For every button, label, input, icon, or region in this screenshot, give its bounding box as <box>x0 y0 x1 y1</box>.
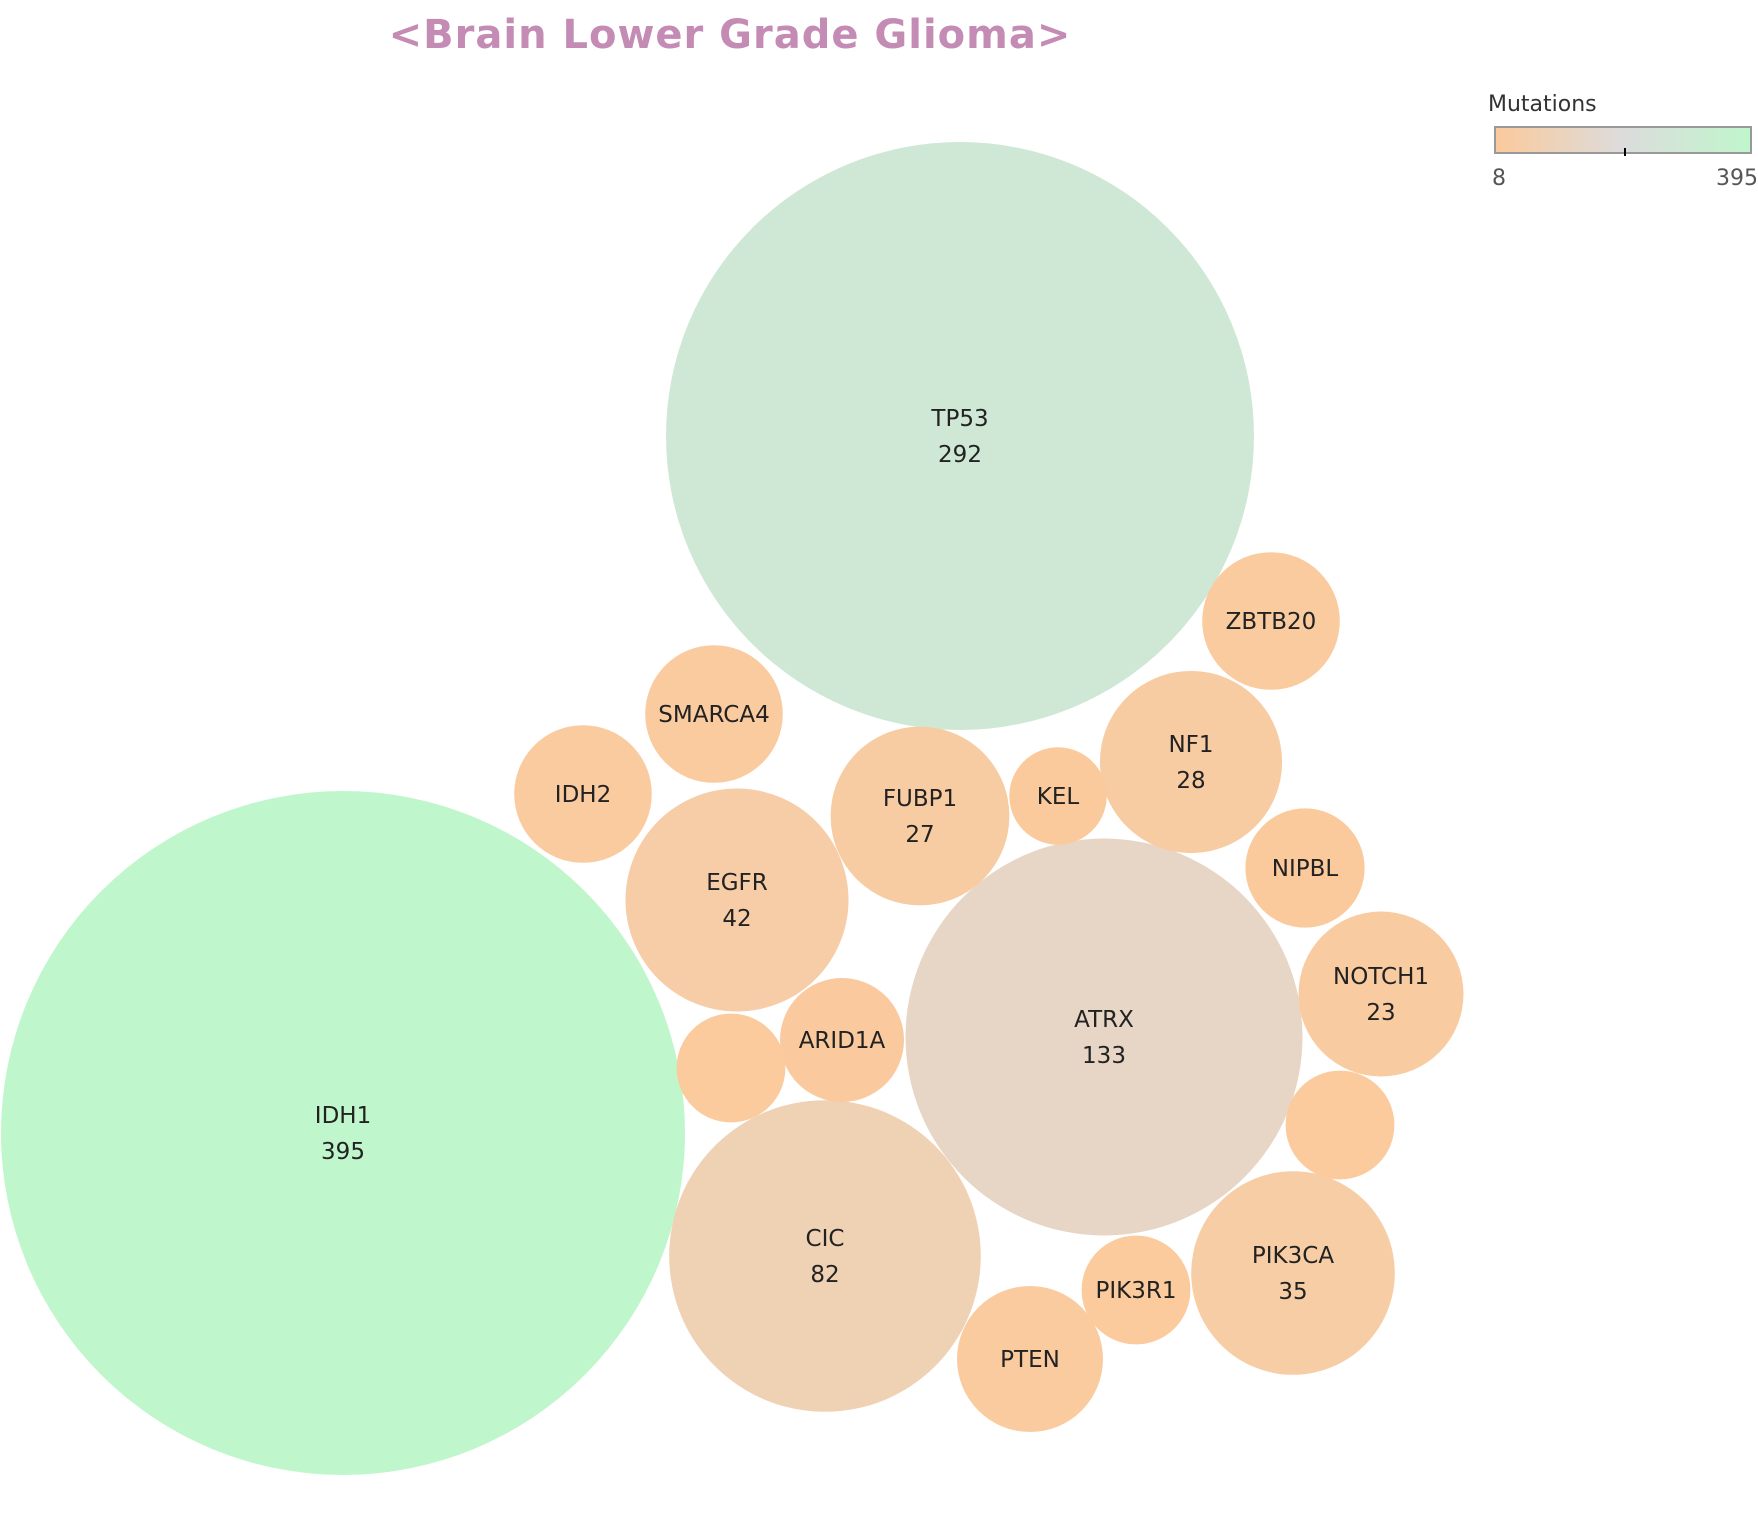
bubble-label-zbtb20: ZBTB20 <box>1226 609 1317 635</box>
bubble-label-tp53: TP53 <box>930 406 988 432</box>
legend-min-label: 8 <box>1492 166 1506 191</box>
bubble-value-pik3ca: 35 <box>1278 1279 1307 1305</box>
bubble-value-atrx: 133 <box>1082 1043 1126 1069</box>
bubble-label-smarca4: SMARCA4 <box>658 702 769 728</box>
bubble-label-fubp1: FUBP1 <box>883 786 957 812</box>
bubble-pik3ca[interactable] <box>1191 1171 1395 1375</box>
bubble-value-egfr: 42 <box>722 906 751 932</box>
bubble-kel[interactable] <box>1009 747 1107 845</box>
bubble-nf1[interactable] <box>1099 670 1283 854</box>
bubble-value-idh1: 395 <box>321 1139 365 1165</box>
legend-title: Mutations <box>1488 92 1597 117</box>
bubble-idh1[interactable] <box>1 791 685 1475</box>
bubble-tp53[interactable] <box>666 142 1254 730</box>
bubble-value-fubp1: 27 <box>905 822 934 848</box>
bubble-value-notch1: 23 <box>1366 1000 1395 1026</box>
bubble-value-cic: 82 <box>810 1262 839 1288</box>
bubble-value-tp53: 292 <box>938 442 982 468</box>
bubble-unlabeled-16[interactable] <box>676 1013 786 1123</box>
legend-gradient-bar <box>1494 126 1752 154</box>
bubble-pik3r1[interactable] <box>1081 1235 1191 1345</box>
bubble-label-nipbl: NIPBL <box>1272 856 1339 882</box>
legend-midpoint-tick <box>1624 148 1626 156</box>
bubble-pten[interactable] <box>957 1286 1103 1432</box>
bubble-label-idh1: IDH1 <box>315 1103 371 1129</box>
bubble-label-arid1a: ARID1A <box>799 1028 886 1054</box>
bubble-atrx[interactable] <box>905 838 1303 1236</box>
bubble-notch1[interactable] <box>1298 911 1464 1077</box>
bubble-label-idh2: IDH2 <box>555 782 611 808</box>
bubble-unlabeled-17[interactable] <box>1285 1070 1395 1180</box>
chart-title: <Brain Lower Grade Glioma> <box>388 12 1072 58</box>
color-legend: Mutations 8 395 <box>1488 92 1758 202</box>
bubble-smarca4[interactable] <box>645 645 783 783</box>
bubble-zbtb20[interactable] <box>1202 552 1340 690</box>
bubble-label-pik3ca: PIK3CA <box>1252 1243 1334 1269</box>
bubble-nipbl[interactable] <box>1245 808 1365 928</box>
bubble-label-egfr: EGFR <box>706 870 768 896</box>
bubble-egfr[interactable] <box>625 788 849 1012</box>
legend-max-label: 395 <box>1716 166 1758 191</box>
bubble-label-cic: CIC <box>806 1226 845 1252</box>
bubble-arid1a[interactable] <box>780 978 904 1102</box>
bubble-cic[interactable] <box>669 1100 981 1412</box>
bubble-label-atrx: ATRX <box>1074 1007 1134 1033</box>
bubble-label-pik3r1: PIK3R1 <box>1096 1278 1177 1304</box>
bubble-label-notch1: NOTCH1 <box>1333 964 1429 990</box>
bubble-fubp1[interactable] <box>830 726 1010 906</box>
bubble-idh2[interactable] <box>514 725 652 863</box>
bubble-value-nf1: 28 <box>1176 768 1205 794</box>
bubble-label-kel: KEL <box>1037 784 1080 810</box>
bubble-label-pten: PTEN <box>1000 1347 1060 1373</box>
bubble-label-nf1: NF1 <box>1168 732 1213 758</box>
